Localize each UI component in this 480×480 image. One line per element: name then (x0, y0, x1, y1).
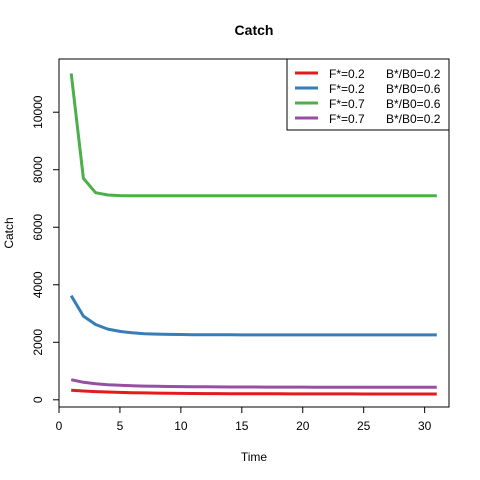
y-tick-label: 10000 (31, 95, 45, 129)
y-tick-label: 0 (31, 396, 45, 403)
series-lines (69, 73, 437, 396)
legend-label-f-1: F*=0.2 (329, 67, 365, 81)
chart-title: Catch (235, 22, 274, 38)
series-line-3 (69, 73, 437, 198)
legend-label-b-4: B*/B0=0.2 (386, 112, 441, 126)
y-tick-label: 4000 (31, 271, 45, 298)
legend-label-b-3: B*/B0=0.6 (386, 97, 441, 111)
series-line-4 (70, 378, 437, 389)
legend-label-f-2: F*=0.2 (329, 82, 365, 96)
legend-label-b-1: B*/B0=0.2 (386, 67, 441, 81)
y-tick-label: 8000 (31, 156, 45, 183)
y-axis: 0 2000 4000 6000 8000 10000 (31, 95, 60, 403)
x-tick-label: 25 (357, 419, 371, 433)
legend-label-f-4: F*=0.7 (329, 112, 365, 126)
y-tick-label: 6000 (31, 214, 45, 241)
series-line-1 (71, 388, 437, 396)
legend-label-b-2: B*/B0=0.6 (386, 82, 441, 96)
x-tick-label: 15 (235, 419, 249, 433)
series-line-2 (69, 294, 437, 337)
x-tick-label: 5 (117, 419, 124, 433)
legend: F*=0.2 B*/B0=0.2 F*=0.2 B*/B0=0.6 F*=0.7 B*/B… (286, 58, 450, 131)
x-tick-label: 0 (56, 419, 63, 433)
y-tick-label: 2000 (31, 329, 45, 356)
y-axis-label: Catch (2, 217, 16, 248)
x-axis-label: Time (241, 450, 268, 464)
legend-label-f-3: F*=0.7 (329, 97, 365, 111)
x-tick-label: 10 (174, 419, 188, 433)
x-axis: 0 5 10 15 20 25 30 (56, 406, 432, 433)
x-tick-label: 30 (418, 419, 432, 433)
x-tick-label: 20 (296, 419, 310, 433)
